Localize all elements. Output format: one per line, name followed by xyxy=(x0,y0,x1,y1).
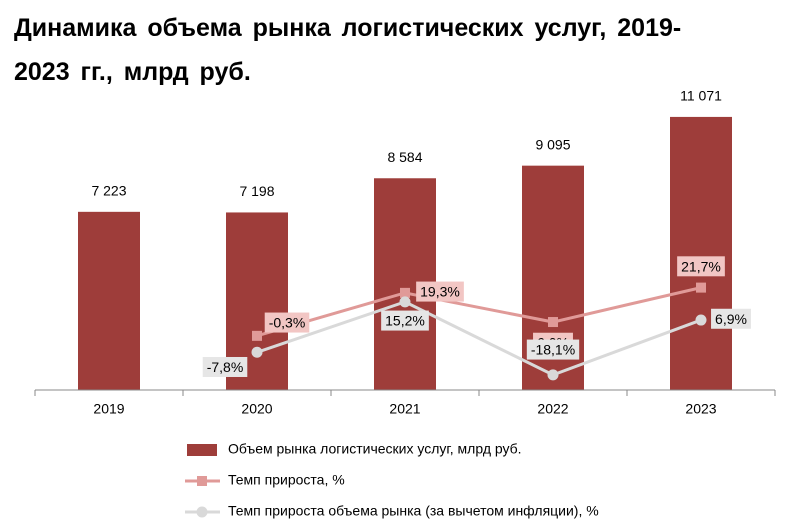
data-label-box xyxy=(264,312,310,333)
data-label-text: -0,3% xyxy=(269,315,306,331)
bar xyxy=(670,116,732,390)
line xyxy=(256,300,702,377)
chart-title: Динамика объема рынка логистических услу… xyxy=(14,14,682,86)
marker xyxy=(399,296,411,308)
data-label-text: 19,3% xyxy=(420,284,460,300)
data-label-box xyxy=(416,281,464,302)
legend-label: Темп прироста, % xyxy=(228,472,345,488)
legend-label: Темп прироста объема рынка (за вычетом и… xyxy=(228,503,599,519)
x-tick-label: 2023 xyxy=(685,401,716,417)
marker xyxy=(695,314,707,326)
bar-value-label: 7 223 xyxy=(91,183,126,199)
data-label-text: 21,7% xyxy=(681,258,721,274)
line xyxy=(256,286,702,338)
data-label: 15,2% xyxy=(381,310,429,331)
data-label-text: 15,2% xyxy=(385,313,425,329)
x-tick-label: 2019 xyxy=(93,401,124,417)
legend-marker xyxy=(197,476,207,486)
data-label-box xyxy=(202,356,248,377)
data-label: 6,9% xyxy=(711,308,751,329)
marker xyxy=(252,330,262,341)
bar-value-label: 9 095 xyxy=(535,136,570,152)
data-label-text: 6,9% xyxy=(715,311,747,327)
bar-value-label: 11 071 xyxy=(680,88,722,104)
data-label: -7,8% xyxy=(202,356,248,377)
marker xyxy=(400,287,410,298)
marker xyxy=(696,282,706,293)
bar-value-label: 7 198 xyxy=(239,183,274,199)
x-tick-label: 2020 xyxy=(241,401,272,417)
legend-label: Объем рынка логистических услуг, млрд ру… xyxy=(228,441,522,457)
bar-value-label: 8 584 xyxy=(387,149,422,165)
bar xyxy=(78,211,140,390)
data-label: -0,3% xyxy=(264,312,310,333)
legend-swatch xyxy=(187,444,217,456)
data-label-box xyxy=(381,310,429,331)
legend-marker xyxy=(196,506,208,518)
data-label-box xyxy=(526,339,580,360)
data-label-text: -18,1% xyxy=(531,342,575,358)
data-label-text: -7,8% xyxy=(207,359,244,375)
marker xyxy=(251,346,263,358)
x-tick-label: 2022 xyxy=(537,401,568,417)
data-label: 19,3% xyxy=(416,281,464,302)
marker xyxy=(548,317,558,328)
data-label: 21,7% xyxy=(677,256,725,277)
data-label-box xyxy=(711,308,751,329)
marker xyxy=(547,369,559,381)
data-label: -18,1% xyxy=(526,339,580,360)
x-tick-label: 2021 xyxy=(389,401,420,417)
data-label-box xyxy=(677,256,725,277)
